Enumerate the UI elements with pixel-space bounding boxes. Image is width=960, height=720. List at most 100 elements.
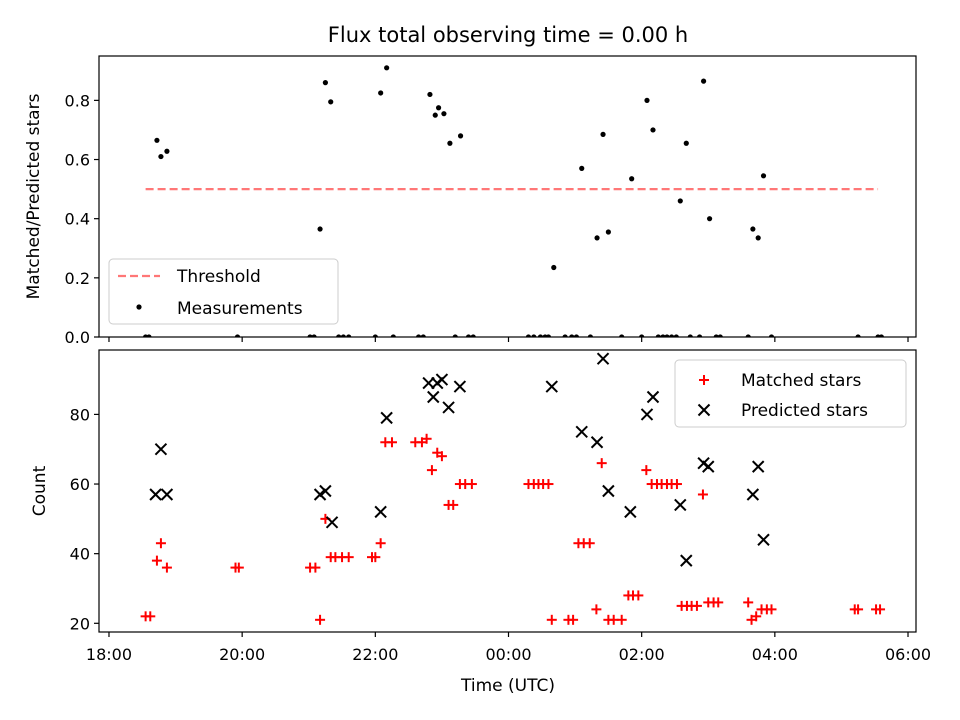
matched-star-point (466, 479, 477, 490)
x-tick-label: 02:00 (619, 645, 665, 664)
axes-frame (98, 349, 917, 633)
measurement-point (384, 65, 390, 71)
measurement-point (416, 334, 422, 337)
measurement-point (855, 334, 861, 337)
measurement-point (372, 334, 378, 337)
matched-star-point (436, 451, 447, 462)
matched-star-point (546, 614, 557, 625)
measurement-point (750, 226, 756, 232)
matched-star-point (233, 562, 244, 573)
measurement-point (579, 165, 585, 171)
predicted-star-point (624, 505, 637, 519)
measurement-point (390, 334, 396, 337)
plot-area (140, 352, 886, 625)
legend-box (674, 359, 907, 428)
measurement-point (706, 216, 713, 222)
measurement-point (673, 334, 679, 337)
matched-star-point (145, 611, 156, 622)
measurement-point (587, 334, 593, 337)
measurement-point (234, 334, 241, 337)
matched-star-point (315, 614, 326, 625)
measurement-point (317, 226, 323, 232)
matched-star-point (743, 597, 754, 608)
x-tick-label: 00:00 (485, 645, 531, 664)
matched-star-point (633, 590, 644, 601)
predicted-star-point (160, 488, 174, 501)
predicted-star-point (149, 488, 162, 501)
predicted-star-point (427, 390, 440, 404)
x-axis-label: Time (UTC) (460, 676, 555, 696)
measurement-point (427, 91, 433, 98)
measurement-point (158, 153, 164, 160)
matched-star-point (713, 597, 724, 608)
measurement-point (619, 334, 625, 337)
matched-star-point (596, 458, 607, 469)
matched-star-point (584, 538, 595, 549)
measurement-point (639, 334, 645, 337)
predicted-star-point (602, 484, 615, 498)
matched-star-point (448, 499, 459, 510)
measurement-point (669, 334, 675, 337)
measurement-point (537, 334, 544, 337)
measurement-point (605, 229, 611, 235)
predicted-star-point (374, 505, 387, 519)
y-axis-label: Count (30, 465, 50, 516)
x-tick-label: 06:00 (885, 645, 931, 664)
matched-star-point (310, 562, 321, 573)
matched-star-point (751, 611, 762, 622)
predicted-star-point (545, 380, 558, 393)
y-tick-label: 80 (70, 405, 90, 424)
x-tick-label: 18:00 (86, 645, 132, 664)
predicted-star-point (702, 460, 715, 473)
matched-star-point (370, 552, 381, 563)
measurement-point (441, 111, 447, 117)
measurement-point (717, 334, 723, 337)
y-axis-label: Matched/Predicted stars (24, 93, 44, 299)
measurement-point (594, 235, 600, 241)
axes-frame (98, 55, 917, 338)
measurement-point (447, 140, 453, 146)
measurement-point (452, 334, 458, 337)
legend-measurement-label: Measurements (177, 299, 303, 319)
y-tick-label: 0.4 (65, 210, 90, 229)
y-tick-label: 0.6 (65, 151, 90, 170)
measurement-point (677, 198, 683, 204)
predicted-star-point (313, 488, 327, 501)
measurement-point (760, 173, 767, 179)
measurement-point (878, 334, 884, 337)
measurement-point (457, 133, 464, 139)
measurement-point (569, 334, 575, 337)
measurement-point (700, 78, 707, 84)
measurement-point (629, 176, 635, 182)
measurement-point (465, 334, 472, 337)
matched-star-point (543, 479, 554, 490)
measurement-point (470, 334, 476, 337)
matched-star-point (853, 604, 864, 615)
predicted-star-point (442, 401, 455, 414)
legend-predicted-label: Predicted stars (741, 401, 868, 421)
predicted-star-point (325, 516, 339, 529)
legend-predicted-swatch (697, 403, 711, 417)
legend: Threshold Measurements (108, 258, 339, 325)
y-tick-label: 60 (70, 475, 90, 494)
predicted-star-point (640, 408, 654, 421)
legend-box (108, 258, 339, 325)
x-tick-label: 22:00 (352, 645, 398, 664)
predicted-star-point (590, 436, 604, 449)
legend: Matched stars Predicted stars (674, 359, 907, 428)
matched-star-point (375, 538, 386, 549)
ratio-panel: 0.0 0.2 0.4 0.6 0.8 Matched/Predicted stars Th… (24, 55, 917, 347)
measurement-point (755, 235, 761, 241)
measurement-point (164, 148, 170, 154)
y-tick-label: 0.2 (65, 269, 90, 288)
measurement-point (562, 334, 568, 337)
measurement-point (378, 90, 384, 96)
predicted-star-point (680, 554, 693, 567)
matched-star-point (161, 562, 172, 573)
measurement-point (573, 334, 580, 337)
measurement-point (545, 334, 552, 337)
measurement-point (154, 137, 160, 143)
measurement-point (346, 334, 352, 337)
measurement-point (311, 334, 317, 337)
